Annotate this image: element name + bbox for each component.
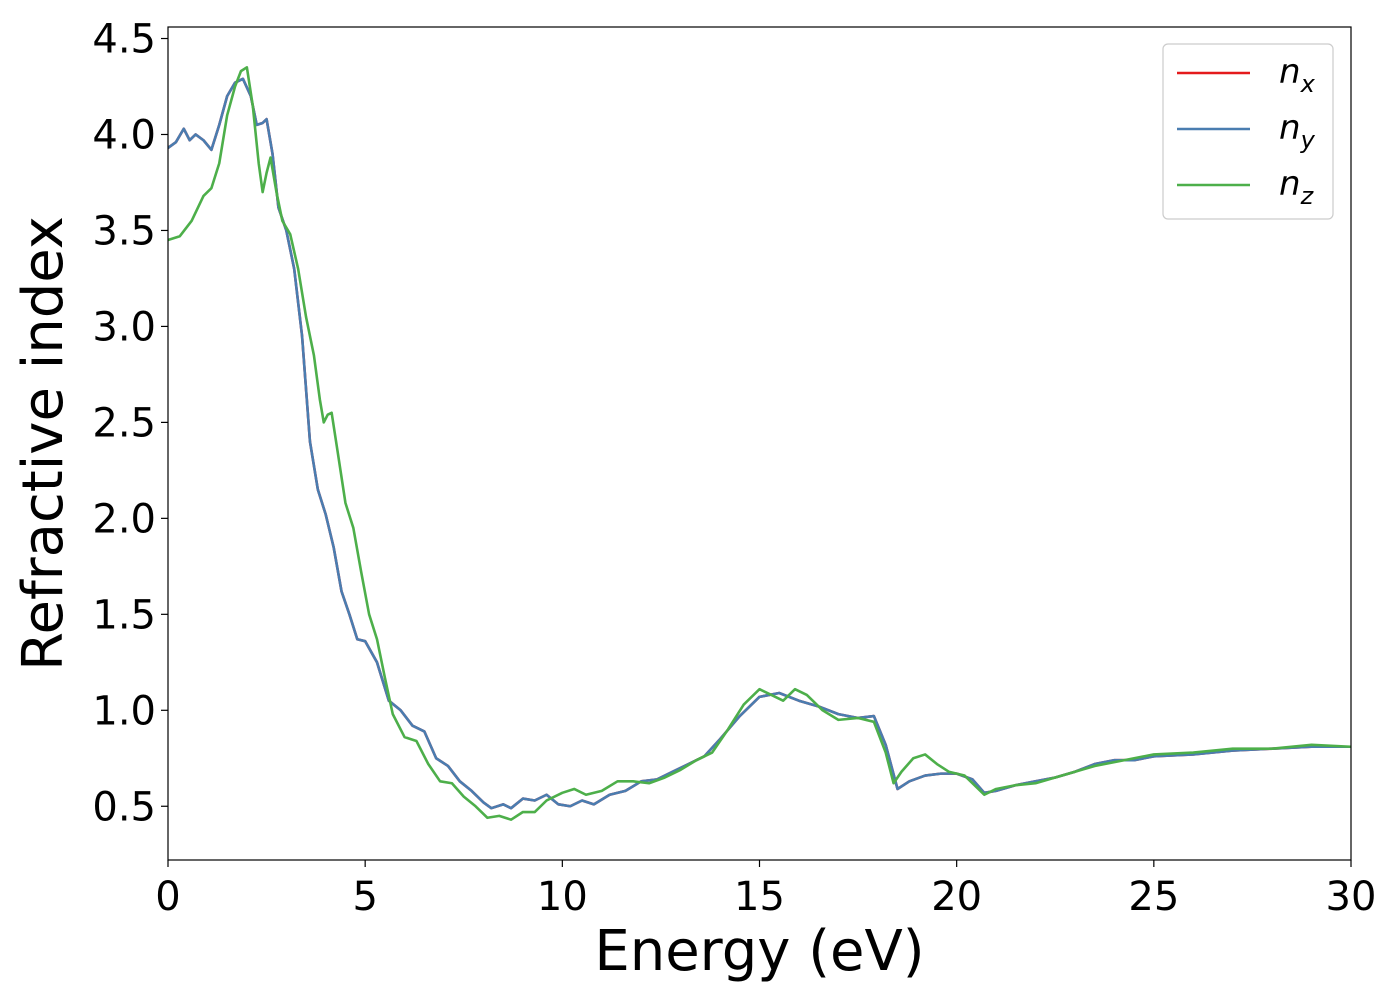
x-tick-label: 15 [734,874,785,920]
x-axis-label: Energy (eV) [594,919,924,984]
legend-box [1162,43,1334,220]
y-tick-label: 1.5 [92,592,156,638]
x-tick-label: 10 [537,874,588,920]
y-tick-label: 3.5 [92,208,156,254]
series-line-y [168,77,1351,810]
y-tick-label: 2.5 [92,400,156,446]
x-tick-label: 0 [155,874,180,920]
y-tick-label: 2.0 [92,496,156,542]
x-tick-label: 30 [1326,874,1377,920]
series-line-z [168,66,1351,821]
axes-frame [167,26,1352,861]
y-axis-label: Refractive index [11,216,76,671]
y-tick-label: 1.0 [92,688,156,734]
y-tick-label: 4.5 [92,17,156,63]
plot-area [168,66,1351,821]
y-tick-label: 4.0 [92,112,156,158]
x-axis-ticks: 0 5 10 15 20 25 30 [155,860,1376,920]
x-tick-label: 25 [1128,874,1179,920]
x-tick-label: 20 [931,874,982,920]
x-tick-label: 5 [352,874,377,920]
y-tick-label: 0.5 [92,784,156,830]
y-axis-ticks: 0.5 1.0 1.5 2.0 2.5 3.0 3.5 4.0 4.5 [92,17,168,830]
y-tick-label: 3.0 [92,304,156,350]
